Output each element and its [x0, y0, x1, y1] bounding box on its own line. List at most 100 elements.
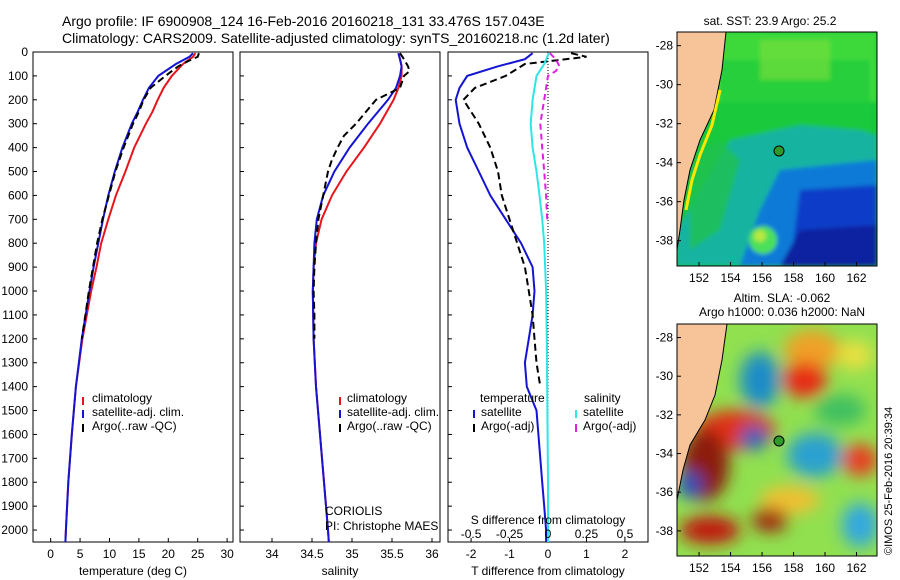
x-tick-label: 35.5 — [380, 547, 404, 561]
lat-tick-label: -36 — [656, 485, 674, 499]
lat-tick-label: -38 — [656, 234, 674, 248]
series-line — [539, 52, 561, 220]
x-axis-label: T difference from climatology — [471, 564, 625, 578]
lon-tick-label: 160 — [815, 561, 835, 575]
temperature-panel: 0100200300400500600700800900100011001200… — [1, 45, 452, 578]
legend: climatology satellite-adj. clim. Argo(..… — [82, 391, 184, 433]
x-tick-label: 30 — [220, 547, 234, 561]
legend-salinity: salinity — [584, 391, 621, 405]
s-tick-label: 0.5 — [617, 527, 634, 541]
legend-s-argo: Argo(-adj) — [583, 419, 636, 433]
lon-tick-label: 160 — [815, 271, 835, 285]
series-line — [311, 52, 403, 543]
x-axis-label: salinity — [322, 564, 359, 578]
s-difference-label: S difference from climatology — [471, 513, 626, 527]
y-tick-label: 1500 — [1, 404, 28, 418]
sst-label: sat. SST: 23.9 Argo: 25.2 — [704, 14, 837, 28]
title-line-1: Argo profile: IF 6900908_124 16-Feb-2016… — [62, 13, 545, 29]
x-tick-label: 0 — [545, 547, 552, 561]
y-tick-label: 1000 — [1, 284, 28, 298]
y-tick-label: 800 — [8, 236, 28, 250]
lon-tick-label: 152 — [689, 271, 709, 285]
series-line — [529, 52, 550, 542]
legend-t-satellite: satellite — [481, 405, 522, 419]
y-tick-label: 1200 — [1, 332, 28, 346]
legend-temperature: temperature — [480, 391, 545, 405]
legend-t-argo: Argo(-adj) — [481, 419, 534, 433]
lat-tick-label: -28 — [656, 331, 674, 345]
x-tick-label: 10 — [103, 547, 117, 561]
sla-map: -28 -30 -32 -34 -36 -38 152 154 156 158 160 162 — [656, 323, 878, 575]
lat-tick-label: -30 — [656, 78, 674, 92]
x-tick-label: 35 — [345, 547, 359, 561]
x-tick-label: -2 — [466, 547, 477, 561]
title-line-2: Climatology: CARS2009. Satellite-adjuste… — [62, 30, 610, 46]
lat-tick-label: -36 — [656, 195, 674, 209]
x-axis-label: temperature (deg C) — [79, 564, 187, 578]
lon-tick-label: 156 — [752, 561, 772, 575]
lat-tick-label: -30 — [656, 369, 674, 383]
legend-satellite: satellite-adj. clim. — [92, 405, 184, 419]
y-tick-label: 100 — [8, 69, 28, 83]
legend-climatology: climatology — [347, 391, 407, 405]
lat-tick-label: -32 — [656, 408, 674, 422]
credit-line-1: CORIOLIS — [325, 504, 382, 518]
sla-label: Altim. SLA: -0.062 — [734, 291, 831, 305]
y-tick-label: 1400 — [1, 380, 28, 394]
legend: temperature satellite Argo(-adj) salinit… — [473, 391, 636, 433]
argo-height-label: Argo h1000: 0.036 h2000: NaN — [699, 305, 865, 319]
y-tick-label: 200 — [8, 93, 28, 107]
imos-stamp: ©IMOS 25-Feb-2016 20:39:34 — [883, 407, 895, 555]
y-tick-label: 2000 — [1, 523, 28, 537]
series-line — [311, 52, 403, 543]
legend-argo: Argo(..raw -QC) — [347, 419, 432, 433]
lat-tick-label: -28 — [656, 39, 674, 53]
x-tick-label: 34.5 — [300, 547, 324, 561]
lon-tick-label: 158 — [784, 561, 804, 575]
credit-line-2: PI: Christophe MAES — [325, 519, 438, 533]
y-tick-label: 900 — [8, 260, 28, 274]
series-line — [80, 52, 200, 339]
x-tick-label: 2 — [622, 547, 629, 561]
lon-tick-label: 162 — [847, 271, 867, 285]
x-tick-label: 36 — [425, 547, 439, 561]
y-tick-label: 1300 — [1, 356, 28, 370]
x-tick-label: 20 — [162, 547, 176, 561]
x-tick-label: 25 — [191, 547, 205, 561]
sst-map: -28 -30 -32 -34 -36 -38 152 154 156 158 160 162 — [656, 31, 878, 285]
legend-s-satellite: satellite — [583, 405, 624, 419]
x-tick-label: 15 — [132, 547, 146, 561]
y-tick-label: 0 — [21, 45, 28, 59]
lat-tick-label: -32 — [656, 117, 674, 131]
y-tick-label: 700 — [8, 212, 28, 226]
y-tick-label: 400 — [8, 141, 28, 155]
series-line — [454, 52, 548, 542]
y-tick-label: 300 — [8, 117, 28, 131]
y-tick-label: 1700 — [1, 451, 28, 465]
s-tick-label: 0.25 — [575, 527, 599, 541]
y-tick-label: 500 — [8, 165, 28, 179]
lat-tick-label: -34 — [656, 156, 674, 170]
legend: climatology satellite-adj. clim. Argo(..… — [339, 391, 439, 433]
series-line — [64, 52, 194, 543]
y-tick-label: 1900 — [1, 499, 28, 513]
salinity-panel: 34 34.5 35 35.5 36 climatology satellite-adj… — [239, 51, 441, 578]
y-tick-label: 1100 — [2, 308, 28, 322]
s-tick-label: 0 — [545, 527, 552, 541]
x-tick-label: 0 — [47, 547, 54, 561]
lat-tick-label: -38 — [656, 524, 674, 538]
x-tick-label: -1 — [504, 547, 515, 561]
x-tick-label: 1 — [583, 547, 590, 561]
legend-satellite: satellite-adj. clim. — [347, 405, 439, 419]
lon-tick-label: 154 — [721, 271, 741, 285]
y-tick-label: 1800 — [1, 475, 28, 489]
x-tick-label: 5 — [77, 547, 84, 561]
lon-tick-label: 154 — [721, 561, 741, 575]
legend-argo: Argo(..raw -QC) — [92, 419, 177, 433]
s-tick-label: -0.25 — [496, 527, 524, 541]
legend-climatology: climatology — [92, 391, 152, 405]
y-tick-label: 600 — [8, 188, 28, 202]
s-tick-label: -0.5 — [461, 527, 482, 541]
series-line — [462, 52, 587, 387]
